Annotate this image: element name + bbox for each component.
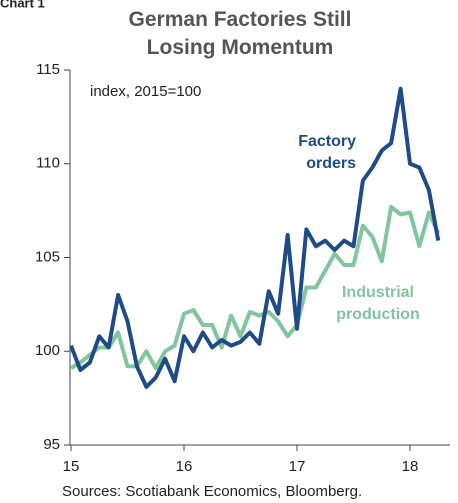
source: Sources: Scotiabank Economics, Bloomberg…: [62, 483, 362, 500]
chart-label: Chart 1: [0, 0, 45, 10]
y-tick-label: 100: [35, 342, 60, 359]
x-tick-label: 16: [176, 458, 193, 475]
annotation: index, 2015=100: [90, 83, 201, 100]
chart-title: German Factories Still Losing Momentum: [128, 8, 352, 59]
line-series: [69, 204, 441, 371]
series-label: Industrial production: [336, 284, 420, 323]
y-tick-label: 105: [35, 248, 60, 265]
series-label: Factory orders: [298, 133, 356, 172]
x-tick-label: 17: [289, 458, 306, 475]
y-tick-label: 110: [36, 155, 60, 172]
line-series: [69, 86, 441, 389]
y-tick-label: 115: [36, 61, 60, 78]
x-tick-label: 18: [402, 458, 419, 475]
y-tick-label: 95: [43, 436, 60, 453]
x-tick-label: 15: [63, 458, 80, 475]
